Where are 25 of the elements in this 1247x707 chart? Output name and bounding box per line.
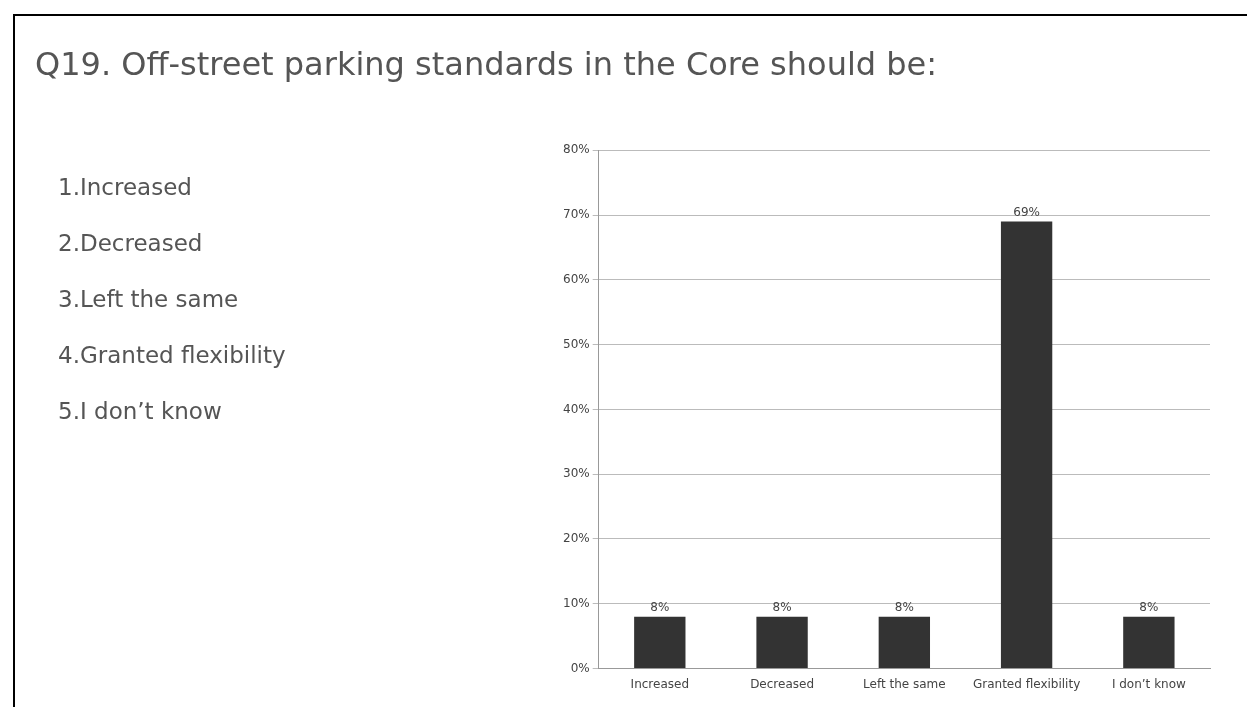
- y-tick-label: 30%: [563, 466, 590, 481]
- chart-title: Q19. Off-street parking standards in the Core should be:: [35, 45, 938, 83]
- data-label: 8%: [894, 599, 914, 614]
- y-tick-label: 60%: [563, 271, 590, 286]
- text: 5.I don’t know: [58, 397, 223, 426]
- x-tick-label: Granted flexibility: [972, 676, 1081, 691]
- y-tick-label: 70%: [563, 207, 590, 222]
- text: 1.Increased: [58, 173, 193, 202]
- x-tick-label: I don’t know: [1111, 676, 1187, 691]
- text: 4.Granted flexibility: [58, 341, 287, 370]
- x-tick-label: Decreased: [750, 676, 815, 691]
- data-label: 69%: [1013, 204, 1040, 219]
- data-label: 8%: [650, 599, 670, 614]
- text: 2.Decreased: [58, 229, 204, 258]
- x-tick-label: Left the same: [863, 676, 946, 691]
- x-tick-label: Increased: [630, 676, 690, 691]
- y-tick-label: 40%: [563, 401, 590, 416]
- y-tick-label: 0%: [570, 660, 590, 675]
- data-label: 8%: [1139, 599, 1159, 614]
- y-tick-label: 80%: [563, 142, 590, 157]
- y-tick-label: 50%: [563, 336, 590, 351]
- y-tick-label: 20%: [563, 531, 590, 546]
- text: 3.Left the same: [58, 285, 240, 314]
- y-tick-label: 10%: [563, 595, 590, 610]
- data-label: 8%: [772, 599, 792, 614]
